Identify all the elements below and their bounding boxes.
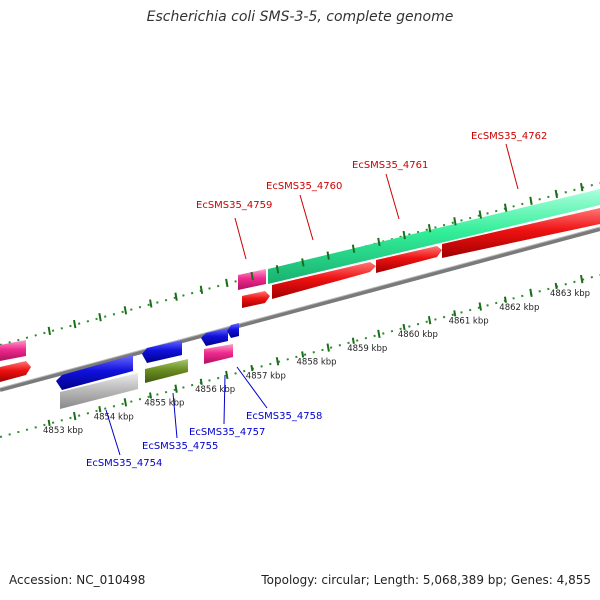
scale-tick bbox=[326, 343, 330, 352]
leader-ecsms35-4760 bbox=[299, 194, 314, 241]
scale-half-tick bbox=[402, 323, 406, 331]
cds-feature-red[interactable] bbox=[0, 361, 31, 382]
scale-tick bbox=[580, 274, 584, 284]
outer-ring-tick bbox=[73, 319, 77, 329]
scale-tick bbox=[478, 302, 482, 311]
scale-tick bbox=[225, 370, 229, 380]
leader-ecsms35-4758 bbox=[236, 366, 268, 409]
scale-tick-label: 4856 kbp bbox=[195, 385, 235, 395]
outer-ring-tick bbox=[199, 285, 204, 294]
outer-ring-tick bbox=[478, 210, 482, 219]
scale-half-tick bbox=[47, 419, 51, 427]
outer-ring-tick bbox=[149, 299, 153, 308]
reverse-track-upper bbox=[56, 323, 239, 390]
cds-feature-blue[interactable] bbox=[56, 355, 133, 390]
leader-ecsms35-4757 bbox=[223, 374, 226, 425]
gene-label-ecsms35-4758[interactable]: EcSMS35_4758 bbox=[246, 411, 322, 422]
cds-feature-blue[interactable] bbox=[142, 340, 182, 363]
outer-ring-tick bbox=[123, 306, 128, 315]
scale-half-tick bbox=[503, 296, 507, 303]
leader-ecsms35-4754 bbox=[105, 409, 121, 456]
scale-tick-label: 4857 kbp bbox=[246, 371, 286, 381]
outer-ring-tick bbox=[377, 237, 381, 247]
cds-feature-grey[interactable] bbox=[60, 373, 138, 409]
genome-title: Escherichia coli SMS-3-5, complete genom… bbox=[146, 9, 454, 25]
gene-label-ecsms35-4757[interactable]: EcSMS35_4757 bbox=[189, 427, 265, 438]
outer-ring-tick bbox=[301, 258, 305, 267]
cds-feature-blue[interactable] bbox=[201, 328, 228, 346]
scale-tick-label: 4860 kbp bbox=[398, 330, 438, 340]
reverse-track-lower bbox=[60, 344, 233, 409]
outer-major-ticks bbox=[47, 182, 584, 336]
gene-labels: EcSMS35_4759 EcSMS35_4760 EcSMS35_4761 E… bbox=[86, 131, 547, 469]
outer-ring-tick bbox=[453, 217, 457, 226]
cds-feature-red[interactable] bbox=[272, 262, 376, 299]
outer-ring-tick bbox=[529, 196, 533, 205]
scale-half-tick bbox=[250, 364, 254, 372]
outer-ring-tick bbox=[275, 265, 280, 274]
gene-label-ecsms35-4762[interactable]: EcSMS35_4762 bbox=[471, 131, 547, 142]
outer-ring-tick bbox=[580, 182, 584, 192]
scale-tick bbox=[174, 384, 178, 393]
outer-ring-tick bbox=[250, 271, 254, 281]
scale-half-tick bbox=[554, 282, 558, 290]
genome-backbone bbox=[0, 227, 600, 392]
scale-tick bbox=[275, 357, 280, 366]
forward-track-upper bbox=[0, 189, 600, 361]
genome-summary-text: Topology: circular; Length: 5,068,389 bp… bbox=[261, 573, 591, 587]
gene-label-ecsms35-4760[interactable]: EcSMS35_4760 bbox=[266, 181, 342, 192]
scale-ticks: 4853 kbp 4854 kbp 4855 kbp 4856 kbp 4857 kbp… bbox=[43, 274, 590, 436]
outer-ring-tick bbox=[351, 244, 356, 253]
genome-backbone-highlight bbox=[0, 226, 600, 389]
outer-ring-tick bbox=[427, 224, 432, 233]
scale-tick bbox=[123, 398, 128, 407]
cds-feature-teal[interactable] bbox=[268, 189, 600, 284]
scale-tick bbox=[73, 411, 77, 421]
outer-ring-tick bbox=[402, 230, 406, 240]
scale-tick-label: 4858 kbp bbox=[297, 358, 337, 368]
scale-half-tick bbox=[149, 392, 153, 399]
scale-tick-label: 4863 kbp bbox=[550, 289, 590, 299]
scale-tick-label: 4855 kbp bbox=[144, 399, 184, 409]
scale-tick-label: 4862 kbp bbox=[499, 303, 539, 313]
scale-half-tick bbox=[351, 337, 355, 344]
scale-half-tick bbox=[301, 351, 305, 358]
accession-text: Accession: NC_010498 bbox=[9, 573, 146, 587]
scale-tick bbox=[529, 288, 533, 297]
cds-feature-blue[interactable] bbox=[227, 323, 239, 338]
scale-half-tick bbox=[98, 406, 102, 413]
scale-tick-label: 4859 kbp bbox=[347, 344, 387, 354]
outer-ring-tick bbox=[98, 313, 102, 322]
leader-ecsms35-4759 bbox=[234, 217, 247, 260]
cds-feature-olive[interactable] bbox=[145, 359, 188, 383]
scale-half-tick bbox=[453, 310, 457, 317]
cds-feature-red[interactable] bbox=[242, 291, 270, 308]
leader-ecsms35-4761 bbox=[385, 173, 400, 220]
gene-label-ecsms35-4759[interactable]: EcSMS35_4759 bbox=[196, 200, 272, 211]
outer-ring-tick bbox=[174, 292, 178, 301]
cds-feature-red[interactable] bbox=[442, 208, 600, 258]
outer-ring-tick bbox=[47, 326, 52, 336]
outer-ring-tick bbox=[326, 251, 330, 260]
cds-feature-red[interactable] bbox=[376, 246, 442, 273]
scale-tick bbox=[377, 329, 381, 339]
gene-label-ecsms35-4754[interactable]: EcSMS35_4754 bbox=[86, 458, 162, 469]
outer-ring-tick bbox=[503, 203, 508, 212]
gene-label-ecsms35-4755[interactable]: EcSMS35_4755 bbox=[142, 441, 218, 452]
leader-ecsms35-4762 bbox=[505, 143, 519, 190]
gene-label-leaders bbox=[105, 143, 519, 456]
gene-label-ecsms35-4761[interactable]: EcSMS35_4761 bbox=[352, 160, 428, 171]
cds-feature-pink[interactable] bbox=[0, 340, 26, 361]
scale-tick-label: 4861 kbp bbox=[449, 317, 489, 327]
outer-ring-tick bbox=[225, 278, 229, 288]
scale-tick-label: 4853 kbp bbox=[43, 426, 83, 436]
scale-tick-label: 4854 kbp bbox=[94, 412, 134, 422]
scale-tick bbox=[427, 316, 432, 325]
forward-track-lower bbox=[0, 208, 600, 382]
leader-ecsms35-4755 bbox=[172, 392, 178, 439]
cds-feature-pink[interactable] bbox=[204, 344, 233, 364]
outer-ring-tick bbox=[554, 189, 559, 199]
scale-half-tick bbox=[199, 378, 203, 385]
